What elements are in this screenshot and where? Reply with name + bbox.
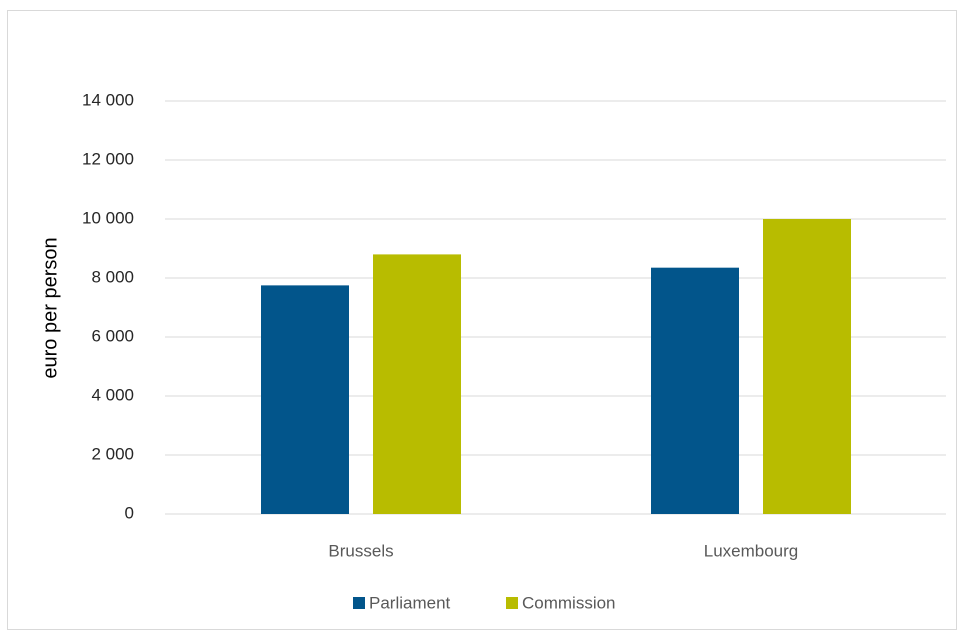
y-tick-label: 12 000 (82, 149, 134, 168)
y-tick-label: 8 000 (91, 267, 134, 286)
legend: Parliament Commission (353, 593, 616, 612)
bar-commission-brussels (373, 254, 461, 514)
bar-commission-luxembourg (763, 219, 851, 514)
bar-parliament-luxembourg (651, 267, 739, 514)
legend-swatch (353, 597, 365, 609)
legend-label: Parliament (369, 593, 451, 612)
y-tick-label: 10 000 (82, 208, 134, 227)
legend-label: Commission (522, 593, 616, 612)
x-category-label: Luxembourg (704, 541, 799, 560)
legend-swatch (506, 597, 518, 609)
y-axis-title: euro per person (39, 237, 61, 378)
y-tick-label: 2 000 (91, 444, 134, 463)
x-category-label: Brussels (328, 541, 393, 560)
bars (261, 219, 851, 514)
y-tick-label: 6 000 (91, 326, 134, 345)
y-tick-label: 0 (125, 503, 134, 522)
bar-parliament-brussels (261, 285, 349, 514)
x-axis-categories: Brussels Luxembourg (328, 541, 798, 560)
y-tick-label: 4 000 (91, 385, 134, 404)
y-tick-label: 14 000 (82, 90, 134, 109)
y-axis-ticks: 0 2 000 4 000 6 000 8 000 10 000 12 000 14 000 (82, 90, 134, 522)
